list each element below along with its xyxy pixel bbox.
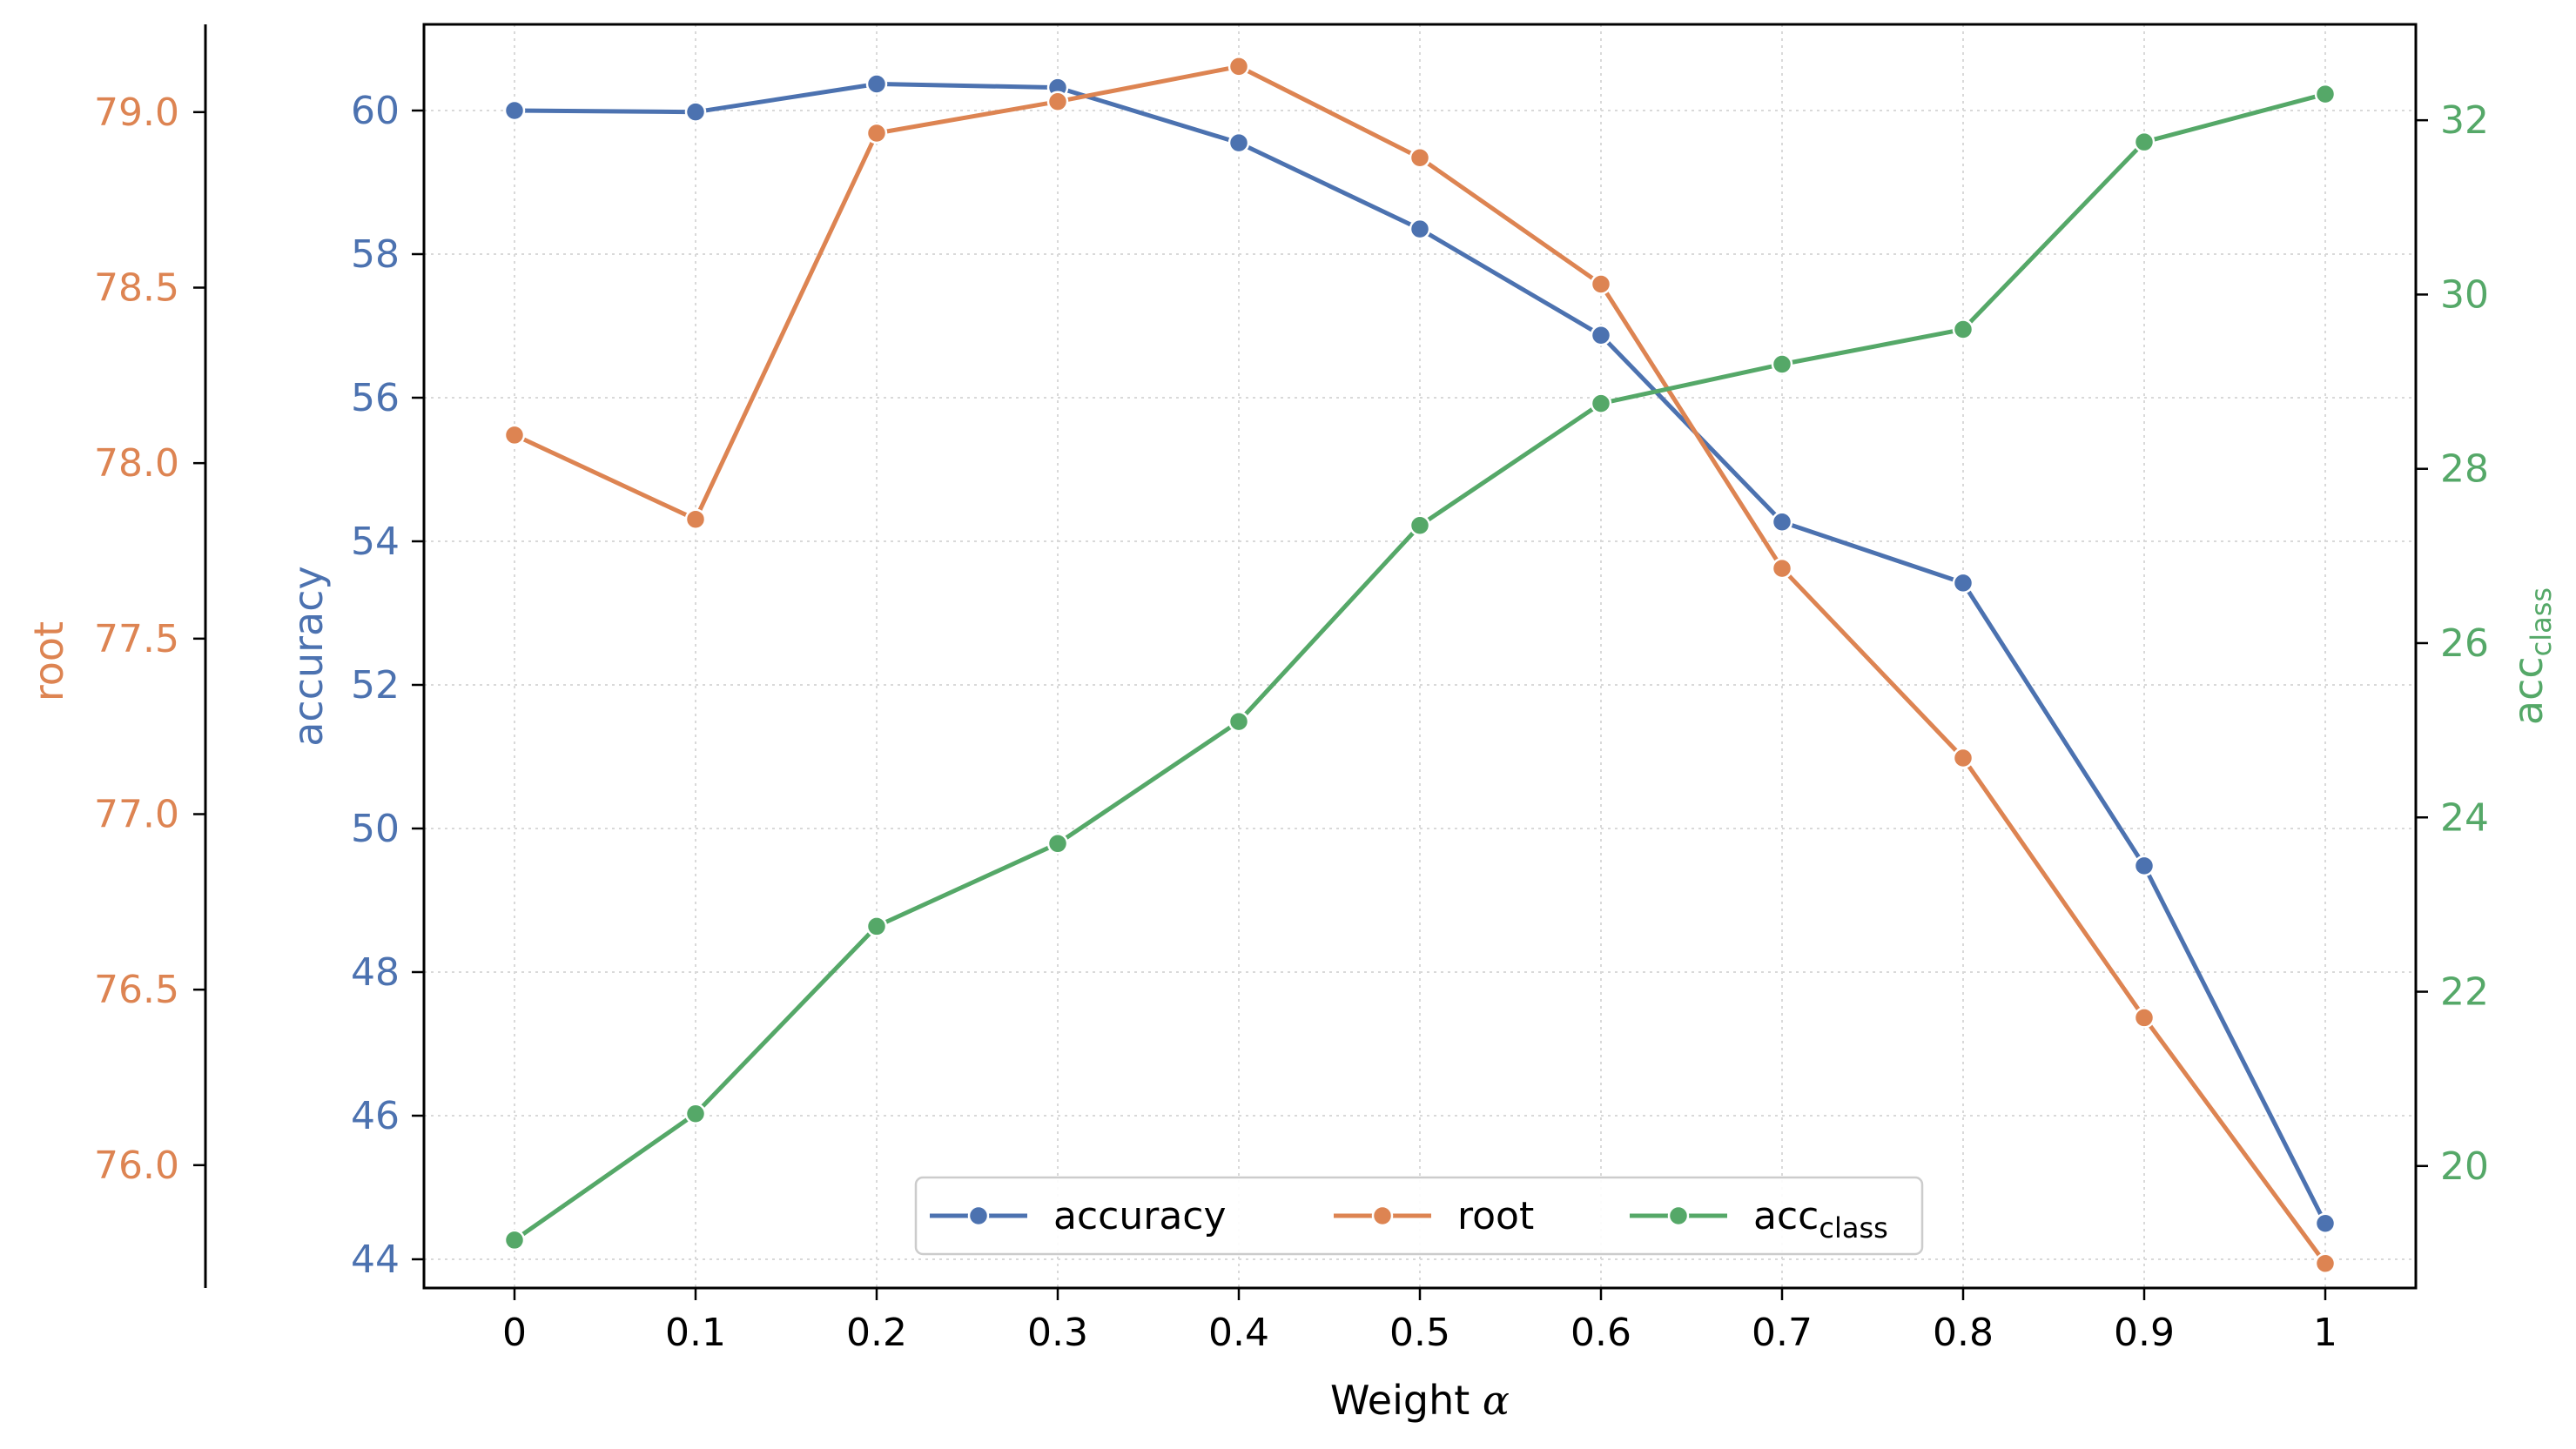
accuracy-axis-label: accuracy — [285, 566, 332, 747]
root-point — [1227, 56, 1250, 77]
accuracy-tick-label: 60 — [351, 89, 400, 133]
accuracy-point — [684, 101, 707, 123]
root-point — [503, 424, 526, 446]
accuracy-tick-label: 44 — [351, 1238, 400, 1282]
accuracy-tick-label: 54 — [351, 520, 400, 564]
accuracy-point — [1952, 572, 1974, 594]
acc-class-tick-label: 26 — [2440, 621, 2489, 666]
legend-label: root — [1457, 1194, 1534, 1238]
acc-class-tick-label: 32 — [2440, 98, 2489, 143]
accuracy-point — [1227, 131, 1250, 154]
x-axis-label: Weight α — [1330, 1377, 1510, 1424]
root-point — [2314, 1252, 2337, 1275]
x-tick-label: 0.2 — [846, 1311, 907, 1355]
root-axis-label: root — [25, 621, 72, 701]
accuracy-tick-label: 50 — [351, 807, 400, 851]
legend-marker — [967, 1204, 990, 1227]
accuracy-point — [1409, 218, 1431, 240]
root-tick-label: 76.5 — [94, 968, 179, 1012]
series-lines — [503, 56, 2337, 1275]
x-tick-label: 0.7 — [1752, 1311, 1813, 1355]
root-point — [1590, 273, 1612, 295]
accuracy-tick-label: 48 — [351, 950, 400, 995]
accuracy-tick-label: 46 — [351, 1094, 400, 1138]
legend: accuracy root accclass — [914, 1176, 1924, 1256]
accuracy-point — [2314, 1212, 2337, 1234]
x-tick-label: 0 — [502, 1311, 527, 1355]
acc-class-tick-label: 20 — [2440, 1144, 2489, 1189]
acc_class-point — [1046, 833, 1069, 855]
root-point — [1771, 557, 1793, 580]
grid — [424, 24, 2416, 1288]
root-tick-label: 77.0 — [94, 793, 179, 837]
acc_class-point — [1952, 319, 1974, 340]
x-tick-label: 0.5 — [1389, 1311, 1450, 1355]
root-tick-label: 78.5 — [94, 266, 179, 311]
acc-class-axis-label: accclass — [2505, 587, 2558, 725]
x-tick-label: 0.3 — [1027, 1311, 1088, 1355]
x-tick-label: 1 — [2313, 1311, 2337, 1355]
acc_class-point — [865, 916, 888, 937]
acc_class-point — [503, 1229, 526, 1251]
x-tick-label: 0.9 — [2114, 1311, 2175, 1355]
root-tick-label: 76.0 — [94, 1144, 179, 1188]
root-point — [1046, 91, 1069, 112]
accuracy-point — [1590, 324, 1612, 346]
root-point — [684, 508, 707, 530]
root-tick-label: 78.0 — [94, 441, 179, 486]
x-tick-label: 0.8 — [1933, 1311, 1994, 1355]
root-point — [1952, 747, 1974, 769]
root-point — [865, 122, 888, 144]
root-tick-label: 79.0 — [94, 91, 179, 135]
accuracy-point — [865, 73, 888, 95]
acc_class-point — [684, 1103, 707, 1124]
accuracy-point — [2133, 855, 2156, 877]
acc-class-tick-label: 24 — [2440, 795, 2489, 840]
accuracy-tick-label: 56 — [351, 376, 400, 420]
acc_class-point — [1409, 514, 1431, 537]
acc-class-tick-label: 22 — [2440, 970, 2489, 1015]
acc_class-point — [2133, 131, 2156, 153]
acc_class-point — [2314, 83, 2337, 105]
accuracy-tick-label: 58 — [351, 232, 400, 277]
root-tick-label: 77.5 — [94, 617, 179, 661]
accuracy-point — [1771, 511, 1793, 533]
x-tick-label: 0.6 — [1570, 1311, 1631, 1355]
acc_class-point — [1771, 353, 1793, 375]
accuracy-tick-label: 52 — [351, 663, 400, 708]
acc_class-point — [1590, 392, 1612, 414]
accuracy-point — [503, 99, 526, 122]
root-point — [2133, 1007, 2156, 1029]
acc-class-tick-label: 28 — [2440, 447, 2489, 492]
acc_class-point — [1227, 710, 1250, 733]
legend-marker — [1371, 1204, 1394, 1227]
legend-label: accuracy — [1053, 1194, 1227, 1238]
x-tick-label: 0.4 — [1208, 1311, 1269, 1355]
x-tick-label: 0.1 — [665, 1311, 726, 1355]
axes: 0 0.1 0.2 0.3 0.4 0.5 0.6 0.7 0.8 0.9 1 Weight α 44 4… — [25, 24, 2558, 1424]
legend-label: accclass — [1753, 1194, 1888, 1244]
acc-class-tick-label: 30 — [2440, 272, 2489, 317]
root-point — [1409, 147, 1431, 169]
legend-marker — [1667, 1204, 1690, 1227]
